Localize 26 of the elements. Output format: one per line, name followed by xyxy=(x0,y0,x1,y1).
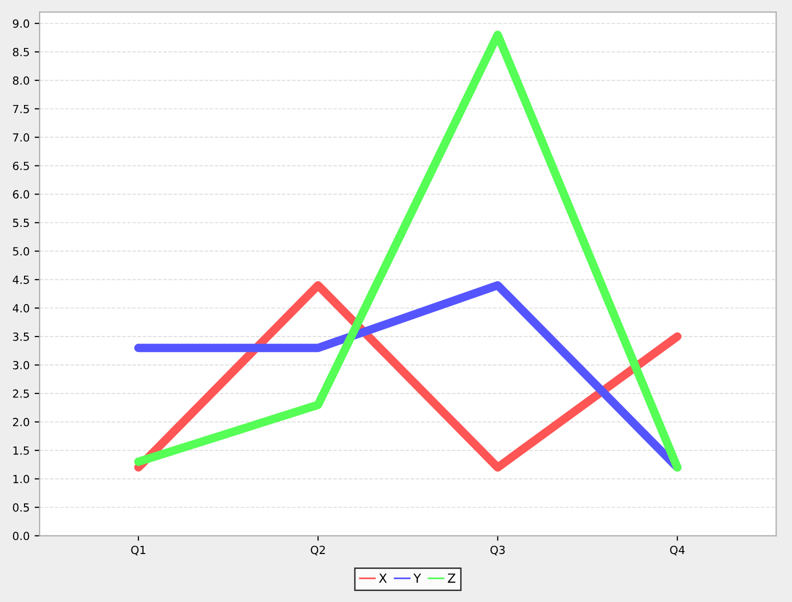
y-tick-label: 9.0 xyxy=(12,19,30,28)
y-tick-label: 6.5 xyxy=(12,162,29,170)
y-tick-label: 6.0 xyxy=(12,190,30,199)
legend-label: Z xyxy=(448,574,456,583)
y-tick-label: 7.5 xyxy=(13,104,29,114)
y-tick-label: 2.0 xyxy=(13,418,30,426)
y-tick-label: 1.0 xyxy=(13,474,30,484)
y-tick-label: 3.5 xyxy=(13,332,29,341)
legend-label: Y xyxy=(413,574,422,583)
y-tick-label: 8.0 xyxy=(12,76,30,85)
x-tick-label: Q3 xyxy=(490,546,505,556)
y-tick-label: 5.0 xyxy=(13,247,30,256)
y-tick-label: 0.5 xyxy=(12,503,29,512)
y-tick-label: 8.5 xyxy=(12,48,29,56)
y-tick-label: 4.0 xyxy=(12,304,30,312)
y-tick-label: 0.0 xyxy=(12,532,30,540)
x-tick-label: Q1 xyxy=(131,546,146,556)
x-tick-label: Q2 xyxy=(310,546,325,556)
y-tick-label: 2.5 xyxy=(13,389,29,398)
y-tick-label: 4.5 xyxy=(12,276,29,284)
legend-label: X xyxy=(379,574,387,583)
x-tick-label: Q4 xyxy=(670,546,685,556)
y-tick-label: 3.0 xyxy=(13,360,30,370)
y-tick-label: 5.5 xyxy=(13,218,29,228)
y-tick-label: 1.5 xyxy=(13,446,29,455)
y-tick-label: 7.0 xyxy=(13,133,30,142)
